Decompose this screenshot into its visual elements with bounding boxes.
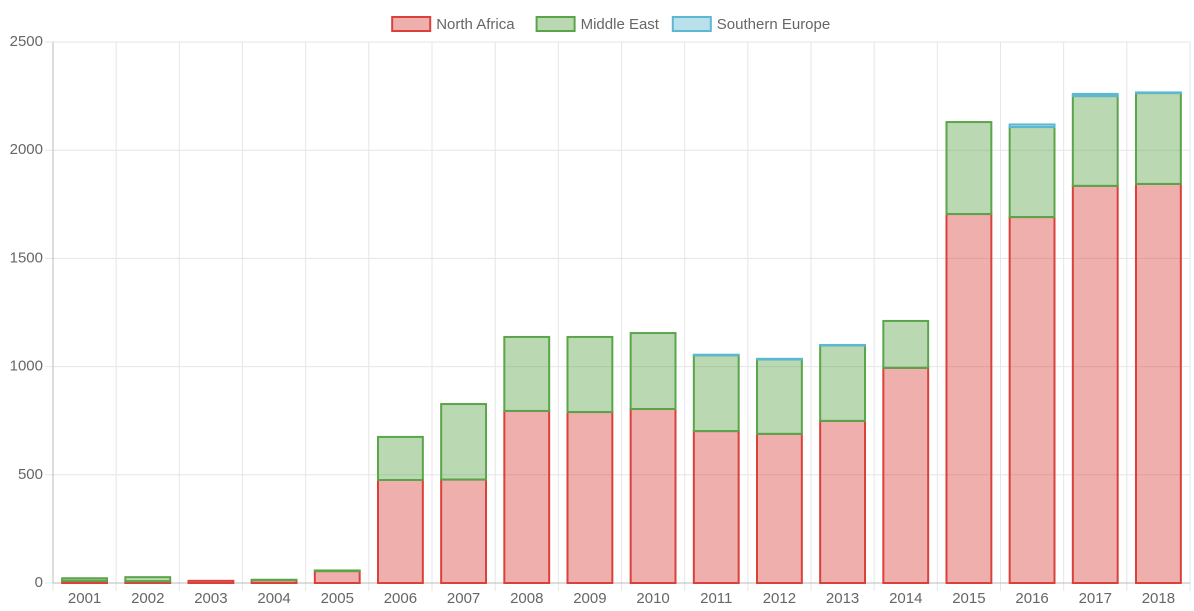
x-tick-label: 2013: [826, 590, 859, 606]
bar-segment: [757, 359, 802, 433]
bar-segment: [1136, 92, 1181, 93]
bar-segment: [125, 577, 170, 581]
bar-segment: [757, 359, 802, 360]
x-tick-label: 2012: [763, 590, 796, 606]
bar-segment: [820, 345, 865, 421]
y-tick-label: 0: [35, 574, 43, 591]
bar-segment: [631, 409, 676, 583]
x-tick-label: 2006: [384, 590, 417, 606]
bar-segment: [567, 337, 612, 412]
x-tick-label: 2003: [194, 590, 227, 606]
bar-segment: [1073, 186, 1118, 583]
bar-segment: [567, 412, 612, 583]
bar-segment: [820, 421, 865, 583]
legend-label: Middle East: [581, 16, 660, 33]
y-tick-label: 500: [18, 466, 43, 483]
legend-swatch: [392, 17, 430, 31]
bar-segment: [315, 570, 360, 571]
x-tick-label: 2002: [131, 590, 164, 606]
x-tick-label: 2005: [321, 590, 354, 606]
bar-segment: [1073, 96, 1118, 186]
y-tick-label: 1000: [10, 358, 43, 375]
bar-segment: [694, 355, 739, 356]
x-tick-label: 2009: [573, 590, 606, 606]
bar-segment: [62, 578, 107, 581]
bar-segment: [757, 434, 802, 583]
x-tick-label: 2017: [1079, 590, 1112, 606]
y-tick-label: 2500: [10, 33, 43, 50]
bar-segment: [1010, 124, 1055, 127]
x-tick-label: 2018: [1142, 590, 1175, 606]
bar-segment: [946, 122, 991, 214]
x-tick-label: 2014: [889, 590, 922, 606]
bar-segment: [883, 321, 928, 368]
x-tick-label: 2011: [700, 590, 732, 606]
y-tick-label: 2000: [10, 141, 43, 158]
bar-segment: [441, 404, 486, 480]
x-tick-label: 2001: [68, 590, 101, 606]
bar-segment: [315, 571, 360, 583]
x-tick-label: 2007: [447, 590, 480, 606]
bar-segment: [631, 333, 676, 409]
x-tick-label: 2004: [257, 590, 290, 606]
legend-swatch: [673, 17, 711, 31]
legend-swatch: [537, 17, 575, 31]
bar-segment: [1010, 217, 1055, 583]
bar-segment: [378, 437, 423, 480]
bar-segment: [1136, 93, 1181, 184]
bar-segment: [504, 337, 549, 411]
bar-segment: [694, 355, 739, 431]
bar-segment: [946, 214, 991, 583]
bar-segment: [1010, 127, 1055, 217]
x-tick-label: 2008: [510, 590, 543, 606]
bar-segment: [694, 431, 739, 583]
x-tick-label: 2015: [952, 590, 985, 606]
legend-label: North Africa: [436, 16, 515, 33]
bar-segment: [1136, 184, 1181, 583]
bar-segment: [1073, 94, 1118, 96]
legend-label: Southern Europe: [717, 16, 830, 33]
bar-segment: [188, 581, 233, 583]
bar-segment: [504, 411, 549, 583]
bar-segment: [378, 480, 423, 583]
bar-segment: [441, 480, 486, 583]
x-tick-label: 2010: [636, 590, 669, 606]
bar-segment: [883, 368, 928, 583]
y-tick-label: 1500: [10, 249, 43, 266]
x-tick-label: 2016: [1015, 590, 1048, 606]
